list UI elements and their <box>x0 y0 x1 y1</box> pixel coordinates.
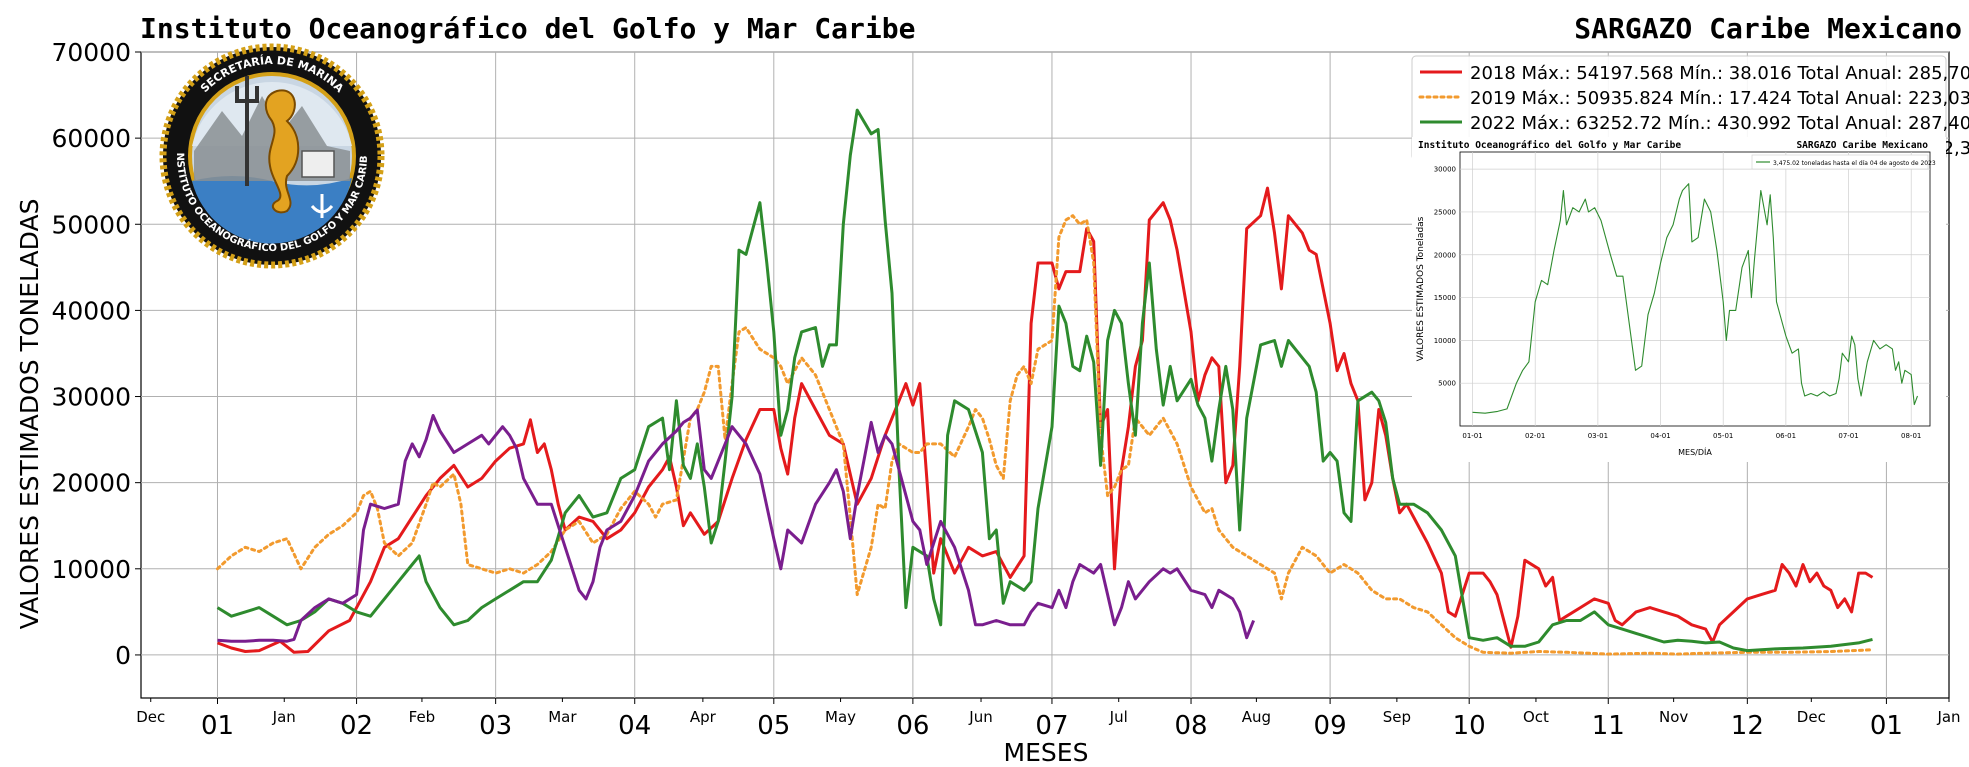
main-y-tick-label: 0 <box>115 641 131 670</box>
main-x-tick-label: 12 <box>1731 711 1764 741</box>
inset-x-tick-label: 03-01 <box>1588 432 1608 440</box>
main-series-line-2 <box>216 214 1874 656</box>
main-x-tick-label: 01 <box>1870 711 1903 741</box>
inset-header-right: SARGAZO Caribe Mexicano <box>1796 140 1928 151</box>
inset-y-tick-label: 10000 <box>1434 337 1456 345</box>
main-x-tick-label: 02 <box>340 711 373 741</box>
header-left-title: Instituto Oceanográfico del Golfo y Mar … <box>140 12 915 45</box>
main-x-tick-label: 11 <box>1592 711 1625 741</box>
main-x-minor-tick-label: May <box>825 708 856 726</box>
main-y-tick-label: 30000 <box>51 383 131 412</box>
main-x-tick-label: 06 <box>896 711 929 741</box>
inset-series-group <box>1472 183 1919 414</box>
main-x-tick-label: 10 <box>1453 711 1486 741</box>
inset-y-tick-label: 5000 <box>1438 380 1456 388</box>
main-legend-label: 2018 Máx.: 54197.568 Mín.: 38.016 Total … <box>1470 63 1969 84</box>
main-x-tick-label: 08 <box>1174 711 1207 741</box>
main-x-axis-label: MESES <box>1004 738 1089 767</box>
inset-y-tick-label: 20000 <box>1434 251 1456 259</box>
inset-x-axis-label: MES/DÍA <box>1678 446 1712 457</box>
logo-trident-icon <box>235 76 259 186</box>
inset-legend-label: 3,475.02 toneladas hasta el día 04 de ag… <box>1773 160 1936 167</box>
main-legend-label: 2019 Máx.: 50935.824 Mín.: 17.424 Total … <box>1470 88 1969 109</box>
main-x-minor-tick-label: Jan <box>272 708 296 726</box>
main-y-axis-label: VALORES ESTIMADOS TONELADAS <box>15 199 44 630</box>
inset-x-tick-label: 05-01 <box>1713 432 1733 440</box>
main-y-tick-label: 20000 <box>51 469 131 498</box>
inset-legend-box <box>1751 154 1929 170</box>
logo: SECRETARÍA DE MARINA INSTITUTO OCEANOGRÁ… <box>159 43 385 269</box>
main-x-ticks: 01 02 03 04 05 06 07 08 09 10 11 12 01 Dec Jan Feb Mar Ap… <box>136 698 1961 741</box>
inset-series-line-1 <box>1472 183 1919 414</box>
inset-chart: Instituto Oceanográfico del Golfo y Mar … <box>1412 137 1946 462</box>
main-y-tick-label: 50000 <box>51 210 131 239</box>
main-y-tick-label: 60000 <box>51 124 131 153</box>
inset-x-ticks: 01-01 02-01 03-01 04-01 05-01 06-01 07-01 08-01 <box>1462 432 1921 440</box>
main-x-minor-tick-label: Oct <box>1523 708 1549 726</box>
main-x-minor-tick-label: Mar <box>548 708 577 726</box>
inset-x-tick-label: 02-01 <box>1525 432 1545 440</box>
main-x-minor-tick-label: Aug <box>1242 708 1271 726</box>
inset-x-tick-label: 01-01 <box>1462 432 1482 440</box>
header-right-title: SARGAZO Caribe Mexicano <box>1574 12 1962 45</box>
main-x-minor-tick-label: Sep <box>1383 708 1411 726</box>
inset-axes-frame <box>1459 151 1931 427</box>
inset-x-tick-label: 08-01 <box>1901 432 1921 440</box>
main-x-minor-tick-label: Jun <box>968 708 992 726</box>
inset-header-left: Instituto Oceanográfico del Golfo y Mar … <box>1418 140 1681 151</box>
main-x-tick-label: 05 <box>757 711 790 741</box>
main-x-minor-tick-label: Apr <box>690 708 717 726</box>
main-y-tick-label: 70000 <box>51 38 131 67</box>
inset-x-tick-label: 06-01 <box>1776 432 1796 440</box>
main-x-tick-label: 01 <box>201 711 234 741</box>
main-y-ticks: 0 10000 20000 30000 40000 50000 60000 70000 <box>51 38 141 670</box>
inset-y-axis-label: VALORES ESTIMADOS Toneladas <box>1416 216 1426 361</box>
main-x-tick-label: 07 <box>1035 711 1068 741</box>
inset-y-tick-label: 15000 <box>1434 294 1456 302</box>
logo-ship-icon <box>301 150 335 178</box>
inset-y-tick-label: 25000 <box>1434 208 1456 216</box>
inset-y-tick-label: 30000 <box>1434 166 1456 174</box>
main-x-tick-label: 03 <box>479 711 512 741</box>
main-x-minor-tick-label: Feb <box>409 708 436 726</box>
main-x-minor-tick-label: Dec <box>1797 708 1826 726</box>
main-series-line-4 <box>217 408 1255 643</box>
inset-legend: 3,475.02 toneladas hasta el día 04 de ag… <box>1751 154 1936 170</box>
main-series-group <box>216 108 1874 656</box>
inset-y-ticks: 5000 10000 15000 20000 25000 30000 <box>1434 166 1456 388</box>
inset-background <box>1412 137 1946 462</box>
main-x-minor-tick-label: Jul <box>1109 708 1128 726</box>
main-legend-label: 2022 Máx.: 63252.72 Mín.: 430.992 Total … <box>1470 113 1969 134</box>
main-x-tick-label: 09 <box>1314 711 1347 741</box>
logo-sea <box>192 176 352 244</box>
inset-x-tick-label: 04-01 <box>1650 432 1670 440</box>
main-x-minor-tick-label: Jan <box>1936 708 1960 726</box>
logo-anchor-icon <box>310 194 334 218</box>
main-y-tick-label: 40000 <box>51 296 131 325</box>
logo-seahorse-icon <box>264 89 300 214</box>
main-x-tick-label: 04 <box>618 711 651 741</box>
main-y-tick-label: 10000 <box>51 555 131 584</box>
inset-x-tick-label: 07-01 <box>1838 432 1858 440</box>
main-x-minor-tick-label: Nov <box>1659 708 1688 726</box>
main-x-minor-tick-label: Dec <box>136 708 165 726</box>
main-series-line-3 <box>216 108 1873 653</box>
